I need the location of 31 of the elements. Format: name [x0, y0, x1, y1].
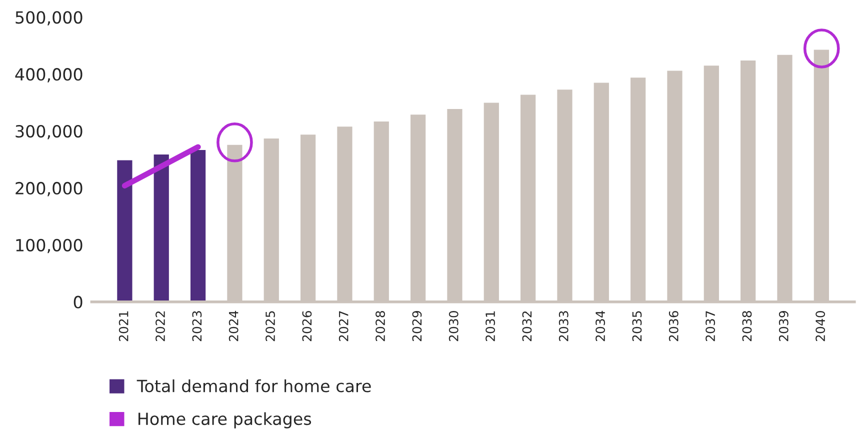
x-tick-label: 2034 — [596, 310, 606, 342]
bar — [152, 153, 170, 302]
y-tick-label: 500,000 — [16, 11, 82, 26]
x-tick-label: 2023 — [192, 311, 202, 342]
y-tick-label: 400,000 — [15, 68, 82, 82]
y-tick-label: 300,000 — [16, 124, 82, 140]
bar — [116, 158, 134, 302]
x-tick-label: 2032 — [522, 311, 532, 342]
x-tick-label: 2030 — [448, 311, 458, 342]
x-tick-label: 2033 — [558, 311, 568, 342]
x-tick-label: 2031 — [486, 311, 496, 342]
x-tick-label: 2040 — [816, 311, 826, 342]
x-tick-label: 2036 — [668, 310, 678, 342]
x-tick-label: 2022 — [156, 311, 165, 342]
x-tick-label: 2026 — [302, 310, 312, 342]
bar — [189, 148, 207, 302]
x-tick-label: 2021 — [118, 311, 128, 342]
x-tick-label: 2039 — [778, 311, 788, 342]
x-tick-label: 2029 — [412, 311, 422, 342]
x-tick-label: 2025 — [266, 311, 276, 342]
legend-label: Home care packages — [138, 412, 312, 428]
legend-label: Total demand for home care — [136, 379, 371, 392]
x-tick-label: 2038 — [742, 311, 752, 342]
y-tick-label: 0 — [74, 296, 82, 308]
y-tick-label: 100,000 — [16, 238, 82, 254]
x-tick-label: 2024 — [228, 310, 238, 342]
x-tick-label: 2027 — [338, 311, 348, 342]
x-tick-label: 2037 — [706, 311, 716, 342]
x-tick-label: 2035 — [632, 311, 642, 342]
y-tick-label: 200,000 — [16, 182, 82, 196]
x-tick-label: 2028 — [376, 311, 386, 342]
